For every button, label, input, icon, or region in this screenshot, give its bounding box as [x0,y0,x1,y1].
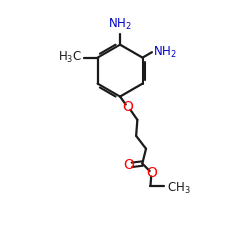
Text: O: O [124,158,134,172]
Text: NH$_2$: NH$_2$ [153,45,177,60]
Text: H$_3$C: H$_3$C [58,50,82,65]
Text: CH$_3$: CH$_3$ [166,181,190,196]
Text: O: O [122,100,133,114]
Text: O: O [146,166,157,180]
Text: NH$_2$: NH$_2$ [108,17,132,32]
